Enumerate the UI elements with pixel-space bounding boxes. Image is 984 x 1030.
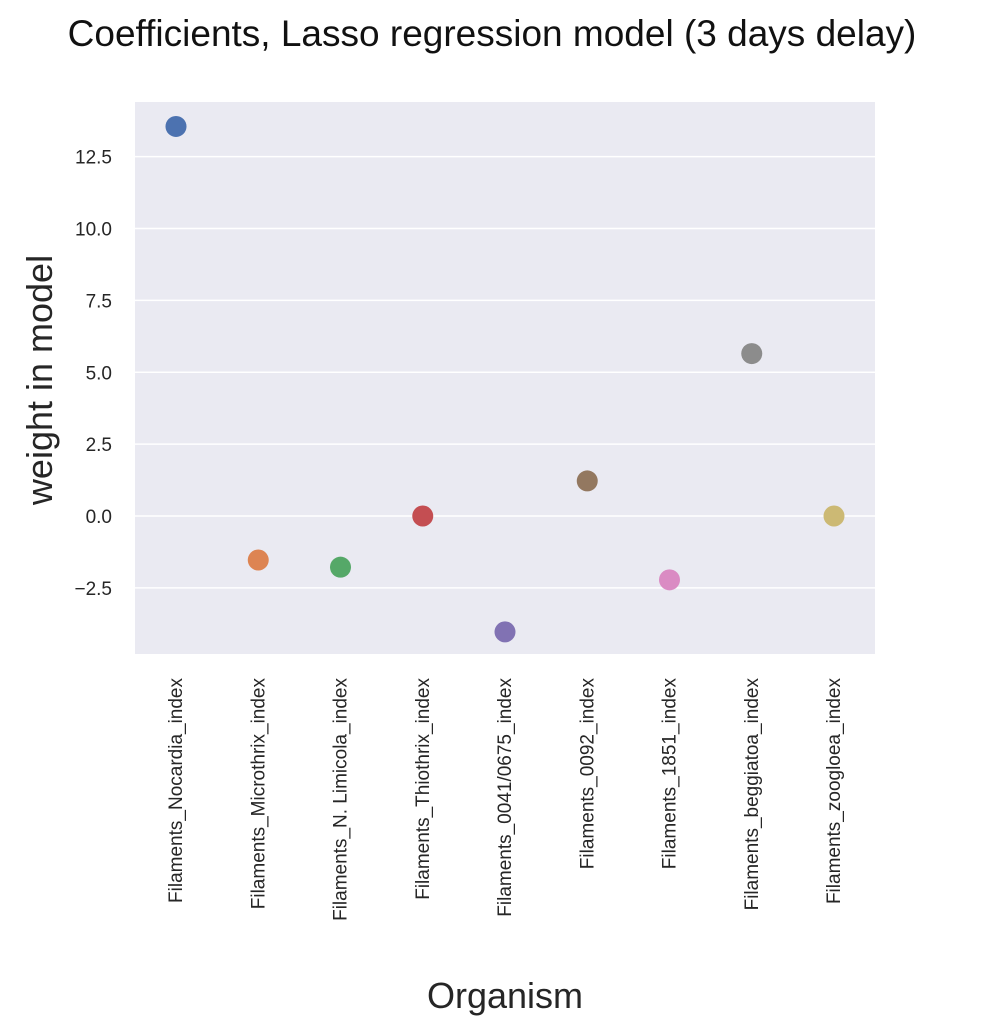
plot-area — [135, 102, 875, 654]
data-point — [576, 470, 598, 492]
x-tick-label: Filaments_beggiatoa_index — [742, 678, 763, 911]
chart-title: Coefficients, Lasso regression model (3 … — [68, 13, 917, 54]
x-tick-labels: Filaments_Nocardia_index Filaments_Microt… — [166, 678, 845, 921]
data-point — [659, 569, 680, 591]
x-tick-label: Filaments_0092_index — [577, 678, 598, 870]
x-tick-label: Filaments_Nocardia_index — [166, 678, 187, 903]
y-tick-label: 7.5 — [86, 291, 112, 312]
grid-lines — [135, 155, 875, 589]
y-tick-labels: −2.5 0.0 2.5 5.0 7.5 10.0 12.5 — [74, 148, 112, 600]
y-tick-label: 12.5 — [75, 148, 112, 169]
y-tick-label: −2.5 — [74, 579, 112, 600]
x-tick-label: Filaments_Thiothrix_index — [413, 678, 434, 900]
x-tick-label: Filaments_Microthrix_index — [248, 678, 269, 910]
y-tick-label: 10.0 — [75, 220, 112, 241]
data-point — [247, 549, 269, 571]
data-point — [494, 621, 516, 643]
data-point — [165, 115, 187, 137]
y-axis-label: weight in model — [19, 255, 60, 506]
data-point — [741, 343, 763, 365]
x-axis-label: Organism — [427, 975, 583, 1016]
data-point — [823, 505, 845, 527]
x-tick-label: Filaments_1851_index — [660, 678, 681, 870]
y-tick-label: 0.0 — [86, 507, 112, 528]
data-point — [412, 505, 434, 527]
x-tick-label: Filaments_zoogloea_index — [824, 678, 845, 905]
data-points — [165, 115, 845, 643]
y-tick-label: 5.0 — [86, 363, 112, 384]
y-tick-label: 2.5 — [86, 435, 112, 456]
x-tick-label: Filaments_N. Limicola_index — [331, 678, 352, 921]
data-point — [330, 556, 351, 578]
x-tick-label: Filaments_0041/0675_index — [495, 678, 516, 917]
